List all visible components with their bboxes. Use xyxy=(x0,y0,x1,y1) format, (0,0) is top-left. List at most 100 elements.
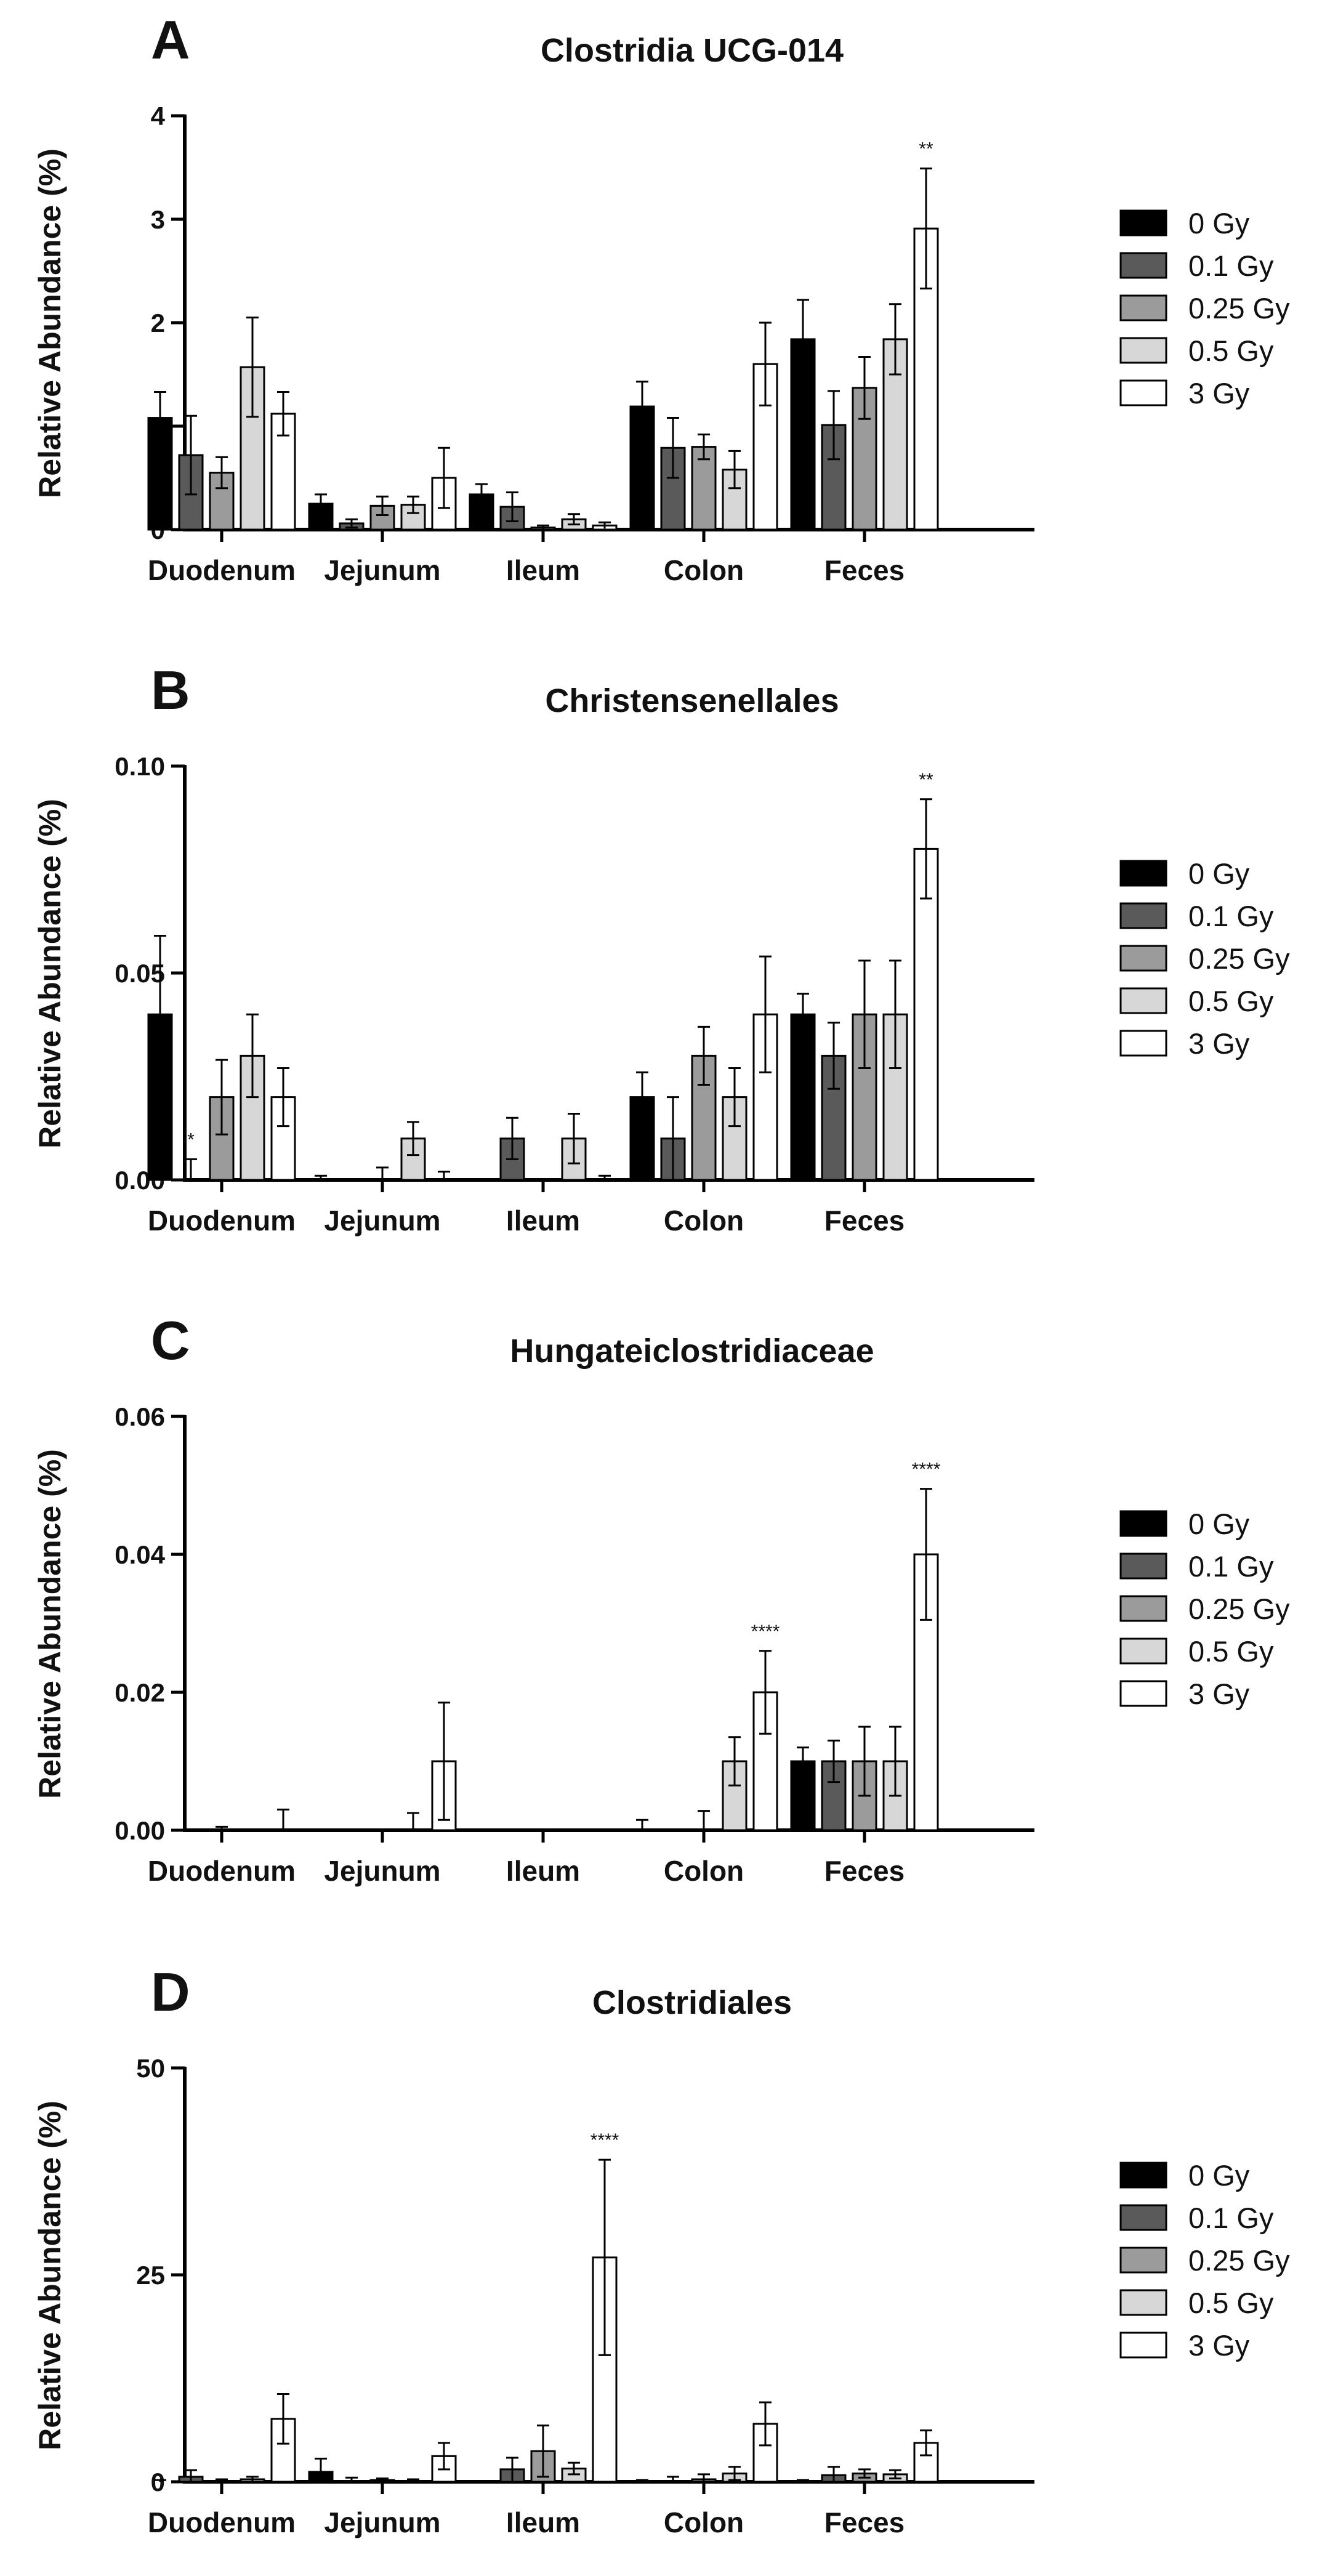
legend-swatch xyxy=(1119,902,1167,929)
legend-swatch xyxy=(1119,945,1167,972)
legend-item-0-5-gy: 0.5 Gy xyxy=(1119,1635,1274,1668)
panel-letter: A xyxy=(151,9,190,70)
legend-item-0-5-gy: 0.5 Gy xyxy=(1119,334,1274,367)
legend-label: 0.25 Gy xyxy=(1188,2244,1290,2277)
legend-item-3-gy: 3 Gy xyxy=(1119,1027,1250,1060)
legend-item-0-25-gy: 0.25 Gy xyxy=(1119,1593,1290,1625)
legend-item-0-5-gy: 0.5 Gy xyxy=(1119,985,1274,1017)
legend-item-0-gy: 0 Gy xyxy=(1119,2159,1250,2192)
significance-marker: **** xyxy=(590,2130,619,2150)
legend-swatch xyxy=(1119,1637,1167,1665)
significance-marker: * xyxy=(187,1129,195,1150)
y-axis-label: Relative Abundance (%) xyxy=(33,2101,67,2450)
legend-label: 3 Gy xyxy=(1188,1027,1250,1060)
legend-label: 0.1 Gy xyxy=(1188,900,1274,932)
panel-title: Clostridia UCG-014 xyxy=(541,32,844,69)
legend-swatch xyxy=(1119,987,1167,1014)
panel-title: Christensenellales xyxy=(545,682,839,719)
panel-letter: C xyxy=(151,1310,190,1371)
legend-swatch xyxy=(1119,379,1167,406)
x-tick-label-duodenum: Duodenum xyxy=(148,1855,296,1887)
legend-item-0-25-gy: 0.25 Gy xyxy=(1119,2244,1290,2277)
x-tick-label-duodenum: Duodenum xyxy=(148,2506,296,2538)
significance-marker: ** xyxy=(919,139,933,159)
bar-colon-0-gy xyxy=(629,405,655,531)
legend-label: 0.5 Gy xyxy=(1188,1635,1274,1668)
legend-swatch xyxy=(1119,1680,1167,1707)
panel-letter: B xyxy=(151,660,190,721)
legend-swatch xyxy=(1119,2162,1167,2189)
legend-label: 0.1 Gy xyxy=(1188,1550,1274,1583)
x-tick-label-feces: Feces xyxy=(824,1855,905,1887)
significance-marker: **** xyxy=(912,1460,941,1480)
y-axis-label: Relative Abundance (%) xyxy=(33,799,67,1149)
legend-label: 0.25 Gy xyxy=(1188,942,1290,975)
y-axis-label: Relative Abundance (%) xyxy=(33,148,67,498)
y-axis-label: Relative Abundance (%) xyxy=(33,1449,67,1799)
plot-area: 0.00 0.02 0.04 0.06 Duodenum Jejunum Ileum Colo… xyxy=(115,1402,1290,1887)
x-tick-label-colon: Colon xyxy=(664,554,744,586)
legend-item-0-1-gy: 0.1 Gy xyxy=(1119,2202,1274,2234)
legend-item-0-25-gy: 0.25 Gy xyxy=(1119,292,1290,325)
legend-label: 0.1 Gy xyxy=(1188,249,1274,282)
panel-c: C Hungateiclostridiaceae Relative Abunda… xyxy=(33,1310,1290,1887)
x-tick-label-feces: Feces xyxy=(824,2506,905,2538)
y-tick-label: 0.04 xyxy=(115,1540,165,1569)
x-tick-label-colon: Colon xyxy=(664,2506,744,2538)
x-tick-label-colon: Colon xyxy=(664,1205,744,1237)
legend-item-0-1-gy: 0.1 Gy xyxy=(1119,1550,1274,1583)
legend-swatch xyxy=(1119,209,1167,236)
legend-swatch xyxy=(1119,1595,1167,1622)
legend-item-3-gy: 3 Gy xyxy=(1119,1678,1250,1710)
legend-swatch xyxy=(1119,2289,1167,2316)
legend-swatch xyxy=(1119,860,1167,887)
legend-label: 0 Gy xyxy=(1188,1508,1250,1540)
legend-item-0-1-gy: 0.1 Gy xyxy=(1119,900,1274,932)
y-tick-label: 25 xyxy=(136,2261,165,2290)
legend-swatch xyxy=(1119,1552,1167,1580)
y-tick-label: 0.06 xyxy=(115,1402,165,1431)
legend-item-3-gy: 3 Gy xyxy=(1119,377,1250,410)
x-tick-label-ileum: Ileum xyxy=(506,1855,580,1887)
x-tick-label-jejunum: Jejunum xyxy=(324,2506,440,2538)
y-tick-label: 2 xyxy=(151,309,165,337)
legend-label: 0.25 Gy xyxy=(1188,1593,1290,1625)
y-tick-label: 0 xyxy=(151,2468,165,2497)
bar-feces-3-gy xyxy=(913,847,939,1181)
y-tick-label: 0.00 xyxy=(115,1816,165,1845)
x-tick-label-feces: Feces xyxy=(824,1205,905,1237)
legend-swatch xyxy=(1119,1030,1167,1057)
legend-swatch xyxy=(1119,252,1167,279)
y-tick-label: 4 xyxy=(151,102,166,131)
y-tick-label: 50 xyxy=(136,2054,165,2083)
legend-label: 0.5 Gy xyxy=(1188,2287,1274,2319)
legend-label: 0.1 Gy xyxy=(1188,2202,1274,2234)
legend-swatch xyxy=(1119,1510,1167,1537)
x-tick-label-duodenum: Duodenum xyxy=(148,554,296,586)
x-tick-label-feces: Feces xyxy=(824,554,905,586)
y-tick-label: 0.10 xyxy=(115,752,165,781)
bar-feces-0-gy xyxy=(790,1013,816,1181)
legend-swatch xyxy=(1119,2247,1167,2274)
panel-letter: D xyxy=(151,1961,190,2022)
legend-label: 3 Gy xyxy=(1188,2329,1250,2362)
legend-item-0-gy: 0 Gy xyxy=(1119,207,1250,240)
legend-label: 3 Gy xyxy=(1188,377,1250,410)
legend-label: 0.5 Gy xyxy=(1188,334,1274,367)
legend-item-3-gy: 3 Gy xyxy=(1119,2329,1250,2362)
legend-item-0-5-gy: 0.5 Gy xyxy=(1119,2287,1274,2319)
significance-marker: ** xyxy=(919,770,933,790)
legend-label: 0.25 Gy xyxy=(1188,292,1290,325)
y-tick-label: 0.02 xyxy=(115,1678,165,1707)
x-tick-label-colon: Colon xyxy=(664,1855,744,1887)
legend-item-0-1-gy: 0.1 Gy xyxy=(1119,249,1274,282)
legend-label: 0 Gy xyxy=(1188,857,1250,890)
legend-item-0-gy: 0 Gy xyxy=(1119,1508,1250,1540)
x-tick-label-duodenum: Duodenum xyxy=(148,1205,296,1237)
legend-swatch xyxy=(1119,2204,1167,2231)
y-tick-label: 0.05 xyxy=(115,959,165,988)
legend-label: 3 Gy xyxy=(1188,1678,1250,1710)
significance-marker: **** xyxy=(751,1621,780,1642)
